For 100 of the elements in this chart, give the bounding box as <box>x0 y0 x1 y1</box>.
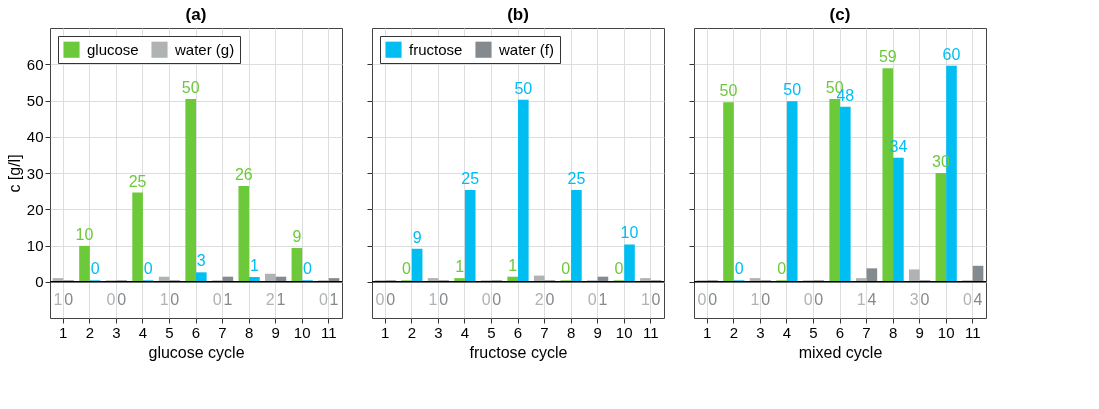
data-label: 0 <box>920 290 930 308</box>
data-label: 0 <box>481 290 491 308</box>
x-axis-title: mixed cycle <box>798 343 883 361</box>
data-label: 25 <box>567 170 586 188</box>
y-tick-label: 50 <box>26 92 44 109</box>
x-tick-label: 4 <box>138 323 148 341</box>
data-label: 1 <box>455 258 465 276</box>
x-tick-label: 8 <box>888 323 898 341</box>
data-label: 0 <box>651 290 661 308</box>
data-label: 3 <box>909 290 919 308</box>
chart-title: (a) <box>185 5 207 24</box>
data-label: 25 <box>128 172 147 190</box>
x-tick-label: 1 <box>703 323 712 341</box>
x-tick-label: 5 <box>487 323 496 341</box>
data-label: 1 <box>223 290 233 308</box>
data-label: 59 <box>878 48 897 66</box>
data-label: 0 <box>386 290 396 308</box>
data-label: 0 <box>170 290 180 308</box>
y-tick-label: 10 <box>26 237 44 254</box>
data-label: 25 <box>461 170 480 188</box>
x-tick-label: 7 <box>540 323 549 341</box>
x-tick-label: 2 <box>85 323 94 341</box>
data-label: 1 <box>159 290 169 308</box>
data-label: 1 <box>276 290 286 308</box>
data-label: 1 <box>856 290 866 308</box>
data-label: 60 <box>942 45 961 63</box>
x-tick-label: 10 <box>293 323 311 341</box>
x-tick-label: 11 <box>642 323 659 341</box>
data-label: 0 <box>117 290 127 308</box>
x-tick-label: 8 <box>244 323 254 341</box>
x-tick-label: 3 <box>756 323 765 341</box>
x-tick-label: 10 <box>937 323 955 341</box>
x-tick-label: 5 <box>809 323 818 341</box>
x-tick-label: 2 <box>729 323 738 341</box>
data-label: 4 <box>973 290 983 308</box>
x-tick-label: 6 <box>191 323 201 341</box>
data-label: 9 <box>292 228 302 246</box>
x-tick-label: 6 <box>513 323 523 341</box>
data-label: 0 <box>761 290 771 308</box>
data-label: 0 <box>814 290 824 308</box>
data-label: 50 <box>783 81 802 99</box>
data-label: 0 <box>587 290 597 308</box>
data-label: 3 <box>196 252 206 270</box>
data-label: 0 <box>64 290 74 308</box>
y-tick-label: 60 <box>26 55 44 73</box>
data-label: 0 <box>803 290 813 308</box>
data-label: 0 <box>708 290 718 308</box>
data-label: 0 <box>697 290 707 308</box>
data-label: 0 <box>212 290 222 308</box>
data-label: 9 <box>412 228 422 246</box>
x-axis-title: glucose cycle <box>148 343 245 361</box>
x-tick-label: 10 <box>615 323 633 341</box>
data-label: 0 <box>303 260 313 278</box>
data-label: 1 <box>508 256 518 274</box>
data-label: 1 <box>750 290 760 308</box>
data-label: 1 <box>329 290 339 308</box>
x-tick-label: 7 <box>862 323 871 341</box>
x-tick-label: 9 <box>271 323 280 341</box>
x-tick-label: 7 <box>218 323 227 341</box>
legend-label: fructose <box>409 40 463 58</box>
data-label: 0 <box>962 290 972 308</box>
x-tick-label: 5 <box>165 323 174 341</box>
data-label: 4 <box>867 290 877 308</box>
chart-title: (c) <box>829 5 851 24</box>
legend-label: water (g) <box>174 40 235 58</box>
data-label: 2 <box>265 290 275 308</box>
data-label: 0 <box>777 260 787 278</box>
x-tick-label: 1 <box>381 323 390 341</box>
x-tick-label: 3 <box>112 323 121 341</box>
data-label: 50 <box>514 79 533 97</box>
data-label: 50 <box>719 82 738 100</box>
data-label: 0 <box>90 260 100 278</box>
y-axis-title: c [g/l] <box>5 154 23 193</box>
x-tick-label: 11 <box>320 323 337 341</box>
data-label: 0 <box>561 260 571 278</box>
x-tick-label: 8 <box>566 323 576 341</box>
x-tick-label: 1 <box>59 323 68 341</box>
y-tick-label: 0 <box>35 273 44 291</box>
x-tick-label: 2 <box>407 323 416 341</box>
data-label: 0 <box>545 290 555 308</box>
legend-label: water (f) <box>498 40 555 58</box>
x-tick-label: 9 <box>915 323 924 341</box>
data-label: 0 <box>614 260 624 278</box>
y-tick-label: 30 <box>26 164 44 182</box>
y-tick-label: 40 <box>26 128 44 146</box>
data-label: 10 <box>620 224 639 242</box>
data-label: 0 <box>439 290 449 308</box>
data-label: 1 <box>640 290 650 308</box>
y-tick-label: 20 <box>26 200 44 218</box>
data-label: 2 <box>534 290 544 308</box>
data-label: 1 <box>598 290 608 308</box>
data-label: 0 <box>492 290 502 308</box>
data-label: 0 <box>375 290 385 308</box>
data-label: 0 <box>734 260 744 278</box>
data-label: 10 <box>75 225 94 243</box>
data-label: 0 <box>318 290 328 308</box>
x-tick-label: 4 <box>460 323 470 341</box>
legend-label: glucose <box>87 40 139 58</box>
data-label: 0 <box>106 290 116 308</box>
x-tick-label: 6 <box>835 323 845 341</box>
